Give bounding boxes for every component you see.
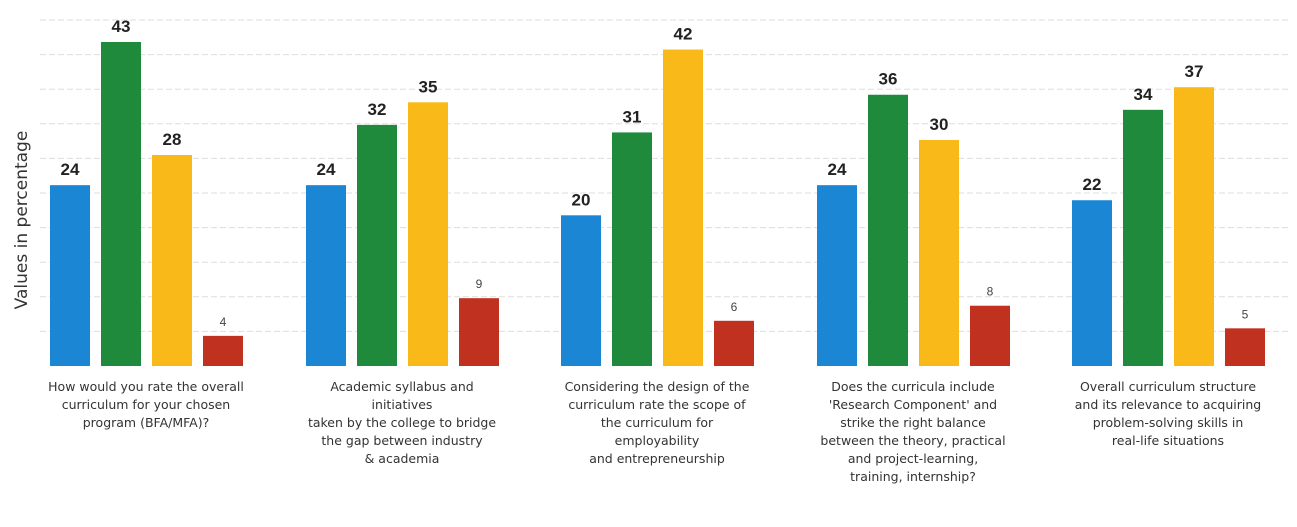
category-label-line: initiatives [371,397,433,412]
category-label: Overall curriculum structure and its rele… [1043,378,1293,450]
data-label: 37 [1185,62,1204,81]
data-label: 36 [879,70,898,89]
category-label-line: the curriculum for [600,415,714,430]
bar [919,139,959,366]
category-label-line: taken by the college to bridge [307,415,497,430]
category-label-line: 'Research Component' and [828,397,998,412]
bar [408,102,448,367]
category-label-line: problem-solving skills in [1092,415,1244,430]
bar [1225,328,1265,366]
category-label-line: and its relevance to acquiring [1074,397,1262,412]
category-label-line: curriculum for your chosen [61,397,231,412]
data-label: 5 [1242,307,1249,321]
bar [357,124,397,366]
bar [1174,87,1214,367]
bar [612,132,652,366]
data-label: 28 [163,130,182,149]
category-label-line: real-life situations [1111,433,1225,448]
bar [1123,109,1163,366]
bar [50,185,90,366]
category-label-line: and entrepreneurship [589,451,725,466]
bar [203,335,243,366]
bar [970,305,1010,366]
bar [868,94,908,366]
data-label: 6 [731,300,738,314]
category-label-line: How would you rate the overall [48,379,244,394]
data-label: 30 [930,115,949,134]
bar [459,298,499,366]
category-label: Does the curricula include 'Research Comp… [788,378,1038,486]
category-label-line: & academia [364,451,440,466]
bar [101,42,141,366]
category-label: Considering the design of the curriculum … [532,378,782,468]
bar [817,185,857,366]
bar [1072,200,1112,366]
data-label: 24 [828,160,847,179]
category-label-line: Overall curriculum structure [1079,379,1257,394]
category-label: Academic syllabus and initiatives taken by… [277,378,527,468]
bar [561,215,601,366]
category-label-line: and project-learning, [847,451,979,466]
bar [663,49,703,367]
data-label: 20 [572,190,591,209]
bar [714,320,754,366]
data-label: 22 [1083,175,1102,194]
category-label: How would you rate the overall curriculum… [21,378,271,432]
category-label-line: between the theory, practical [820,433,1006,448]
bars [50,42,1265,367]
data-label: 24 [317,160,336,179]
category-label-line: program (BFA/MFA)? [82,415,210,430]
category-label-line: the gap between industry [321,433,483,448]
data-label: 8 [987,285,994,299]
category-label-line: Considering the design of the [564,379,750,394]
data-labels: 24 24 20 24 22 43 32 31 36 34 28 35 42 30 37 4 9 6 8 5 [61,17,1249,329]
category-label-line: strike the right balance [840,415,986,430]
data-label: 9 [476,277,483,291]
bar [306,185,346,366]
category-label-line: employability [614,433,700,448]
bar [152,155,192,366]
category-label-line: Does the curricula include [831,379,995,394]
y-axis-label: Values in percentage [12,130,32,310]
data-label: 31 [623,107,642,126]
data-label: 43 [112,17,131,36]
data-label: 32 [368,100,387,119]
category-label-line: training, internship? [850,469,976,484]
data-label: 42 [674,25,693,44]
category-label-line: curriculum rate the scope of [568,397,746,412]
data-label: 34 [1134,85,1153,104]
data-label: 35 [419,77,438,96]
data-label: 24 [61,160,80,179]
category-label-line: Academic syllabus and [330,379,474,394]
data-label: 4 [220,315,227,329]
